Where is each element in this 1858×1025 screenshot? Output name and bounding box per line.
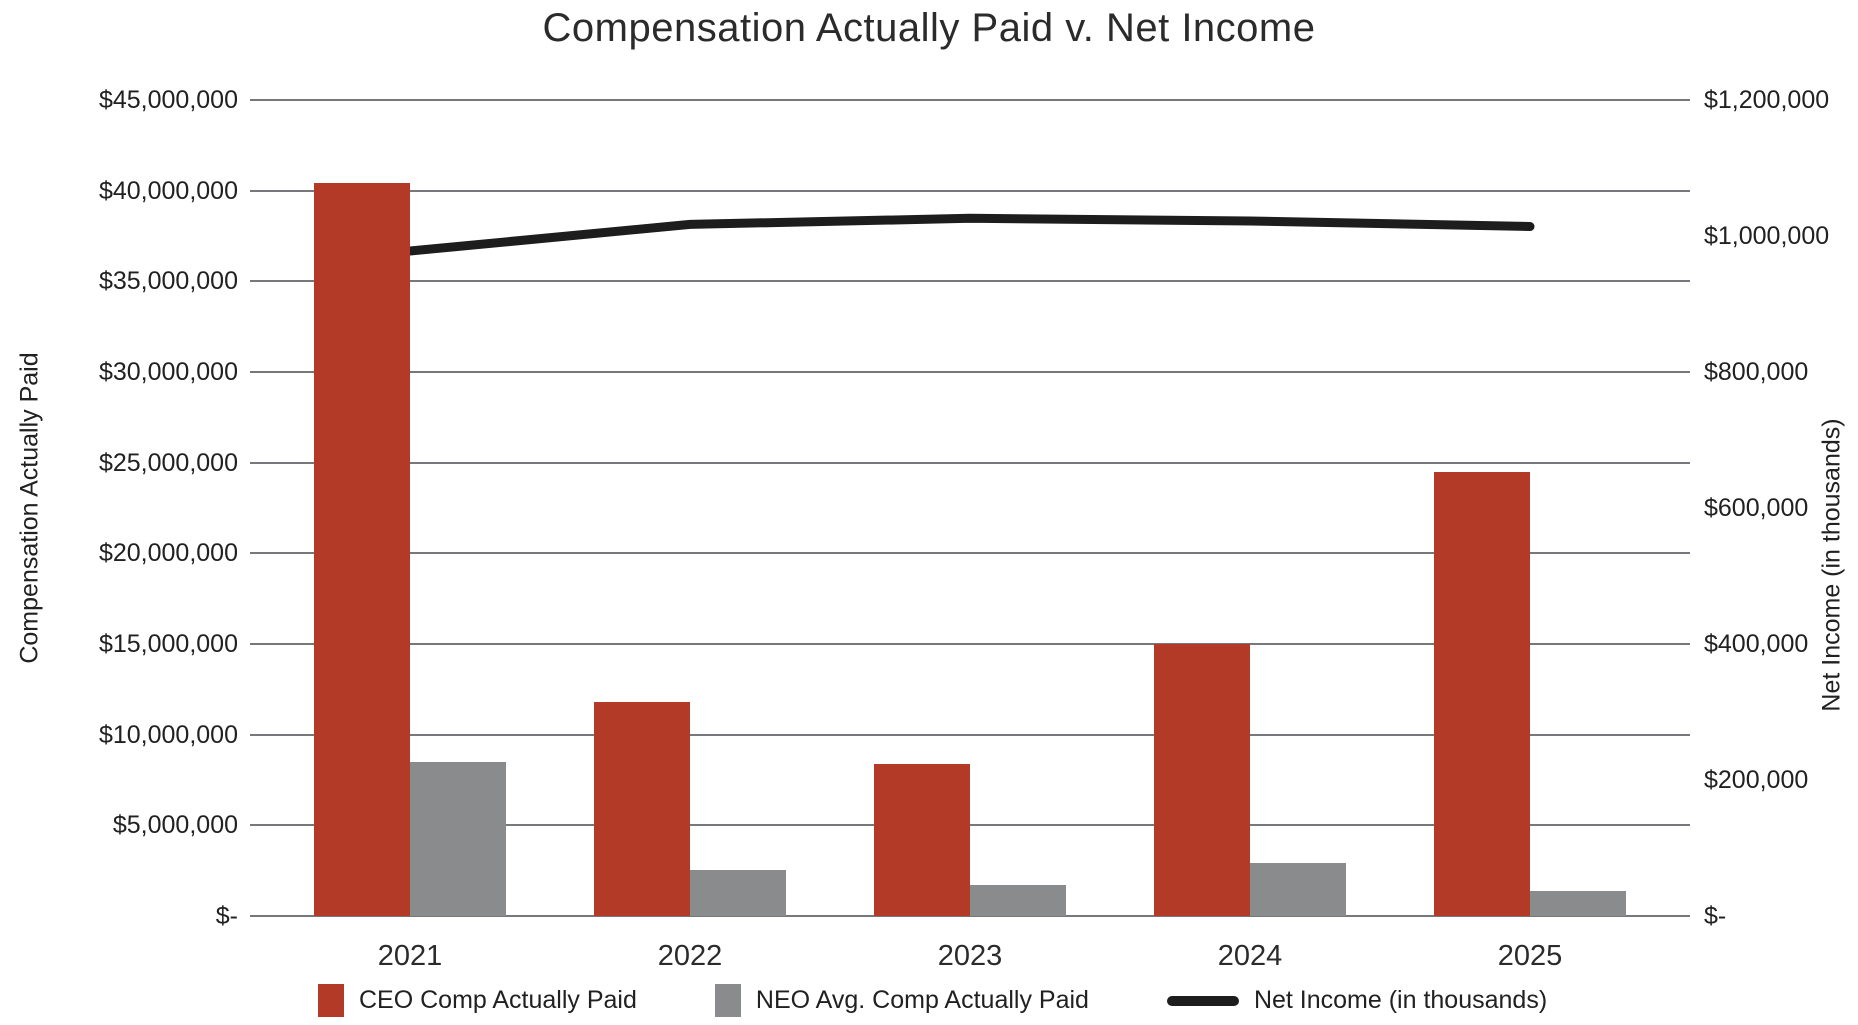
legend-label-net-income: Net Income (in thousands) (1253, 986, 1548, 1014)
neo-bar-swatch-icon (714, 984, 741, 1017)
legend-item-net-income: Net Income (in thousands) (1166, 986, 1548, 1015)
left-tick-label: $25,000,000 (98, 448, 238, 477)
gridline (250, 642, 1690, 645)
x-label-2023: 2023 (937, 940, 1003, 972)
plot-area (250, 99, 1690, 917)
ceo-bar-2023 (874, 763, 970, 916)
ceo-bar-2022 (594, 702, 690, 916)
neo-bar-2021 (410, 761, 506, 916)
gridline (250, 370, 1690, 373)
x-label-2025: 2025 (1497, 940, 1563, 972)
right-tick-label: $600,000 (1704, 494, 1809, 522)
left-axis-ticks: $45,000,000 $40,000,000 $35,000,000 $30,000… (0, 86, 238, 930)
ceo-bar-2024 (1154, 644, 1250, 916)
net-income-line-swatch-icon (1166, 995, 1239, 1006)
right-tick-label: $400,000 (1704, 629, 1809, 658)
gridline (250, 915, 1690, 917)
left-tick-label: $30,000,000 (98, 357, 238, 386)
right-tick-label: $1,200,000 (1704, 86, 1830, 114)
left-tick-label: $45,000,000 (98, 86, 238, 114)
chart-title: Compensation Actually Paid v. Net Income (542, 6, 1316, 50)
right-tick-label: $200,000 (1704, 766, 1809, 794)
net-income-line (405, 213, 1535, 256)
legend-item-ceo: CEO Comp Actually Paid (318, 984, 637, 1017)
gridline (250, 461, 1690, 464)
gridline (250, 280, 1690, 283)
left-tick-label: $- (215, 902, 238, 930)
neo-bar-2023 (970, 885, 1066, 916)
neo-bar-2024 (1250, 863, 1346, 916)
right-tick-label: $800,000 (1704, 357, 1809, 386)
gridline (250, 552, 1690, 555)
legend-item-neo: NEO Avg. Comp Actually Paid (714, 984, 1089, 1017)
ceo-bar-2025 (1434, 471, 1530, 916)
gridline (250, 99, 1690, 101)
x-label-2024: 2024 (1217, 940, 1283, 972)
left-tick-label: $5,000,000 (112, 811, 238, 840)
x-axis-labels: 2021 2022 2023 2024 2025 (270, 940, 1670, 976)
ceo-bar-2021 (314, 183, 410, 916)
neo-bar-2022 (690, 869, 786, 916)
gridline (250, 189, 1690, 192)
gridline (250, 733, 1690, 736)
ceo-bar-swatch-icon (318, 984, 344, 1017)
x-label-2021: 2021 (377, 940, 443, 972)
legend-label-ceo: CEO Comp Actually Paid (359, 986, 637, 1014)
right-axis-ticks: $1,200,000 $1,000,000 $800,000 $600,000 $400… (1704, 86, 1854, 930)
left-tick-label: $35,000,000 (98, 267, 238, 296)
gridline (250, 824, 1690, 827)
neo-bar-2025 (1530, 890, 1626, 916)
x-label-2022: 2022 (657, 940, 723, 972)
right-tick-label: $- (1704, 902, 1727, 930)
right-tick-label: $1,000,000 (1704, 221, 1830, 250)
left-tick-label: $20,000,000 (98, 539, 238, 568)
left-tick-label: $40,000,000 (98, 176, 238, 205)
legend: CEO Comp Actually Paid NEO Avg. Comp Act… (318, 984, 1547, 1017)
left-tick-label: $10,000,000 (98, 720, 238, 749)
legend-label-neo: NEO Avg. Comp Actually Paid (755, 986, 1089, 1014)
left-tick-label: $15,000,000 (98, 629, 238, 658)
